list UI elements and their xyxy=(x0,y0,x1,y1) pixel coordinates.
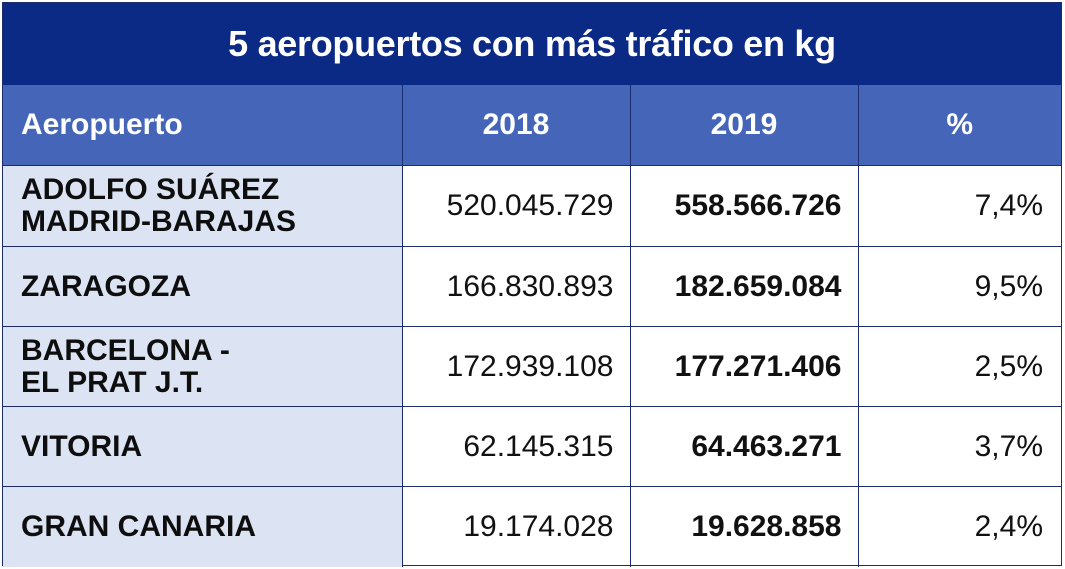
header-2018: 2018 xyxy=(401,85,630,166)
table-title: 5 aeropuertos con más tráfico en kg xyxy=(3,3,1061,85)
value-2019: 558.566.726 xyxy=(629,165,858,247)
value-percent: 2,4% xyxy=(857,486,1061,567)
value-2018: 520.045.729 xyxy=(401,165,630,247)
airport-name: ADOLFO SUÁREZ MADRID-BARAJAS xyxy=(3,165,402,247)
airport-name-line2: MADRID-BARAJAS xyxy=(21,205,296,238)
header-percent: % xyxy=(857,85,1061,166)
value-2019: 182.659.084 xyxy=(629,246,858,327)
table-row: ADOLFO SUÁREZ MADRID-BARAJAS 520.045.729… xyxy=(3,165,1061,247)
value-percent: 2,5% xyxy=(857,326,1061,407)
airport-name-line2: EL PRAT J.T. xyxy=(21,365,204,399)
value-2018: 19.174.028 xyxy=(401,486,630,567)
table-row: BARCELONA - EL PRAT J.T. 172.939.108 177… xyxy=(3,326,1061,407)
value-2019: 64.463.271 xyxy=(629,406,858,487)
table-row: VITORIA 62.145.315 64.463.271 3,7% xyxy=(3,406,1061,487)
value-2019: 177.271.406 xyxy=(629,326,858,407)
value-percent: 3,7% xyxy=(857,406,1061,487)
data-table: Aeropuerto 2018 2019 % ADOLFO SUÁREZ MAD… xyxy=(3,85,1061,567)
value-2018: 166.830.893 xyxy=(401,246,630,327)
table-row: GRAN CANARIA 19.174.028 19.628.858 2,4% xyxy=(3,486,1061,567)
airport-name-line1: VITORIA xyxy=(21,429,143,463)
airport-name: ZARAGOZA xyxy=(3,246,402,327)
airport-name-line1: GRAN CANARIA xyxy=(21,509,256,543)
value-percent: 7,4% xyxy=(857,165,1061,247)
value-2018: 172.939.108 xyxy=(401,326,630,407)
airport-name-line1: BARCELONA - xyxy=(21,333,230,367)
value-percent: 9,5% xyxy=(857,246,1061,327)
table-row: ZARAGOZA 166.830.893 182.659.084 9,5% xyxy=(3,246,1061,327)
value-2018: 62.145.315 xyxy=(401,406,630,487)
airport-name: VITORIA xyxy=(3,406,402,487)
airport-name-line1: ZARAGOZA xyxy=(21,269,191,303)
value-2019: 19.628.858 xyxy=(629,486,858,567)
header-row: Aeropuerto 2018 2019 % xyxy=(3,85,1061,166)
header-2019: 2019 xyxy=(629,85,858,166)
header-airport: Aeropuerto xyxy=(3,85,402,166)
airport-name-line1: ADOLFO SUÁREZ xyxy=(21,173,280,206)
airport-name: BARCELONA - EL PRAT J.T. xyxy=(3,326,402,407)
airport-name: GRAN CANARIA xyxy=(3,486,402,567)
